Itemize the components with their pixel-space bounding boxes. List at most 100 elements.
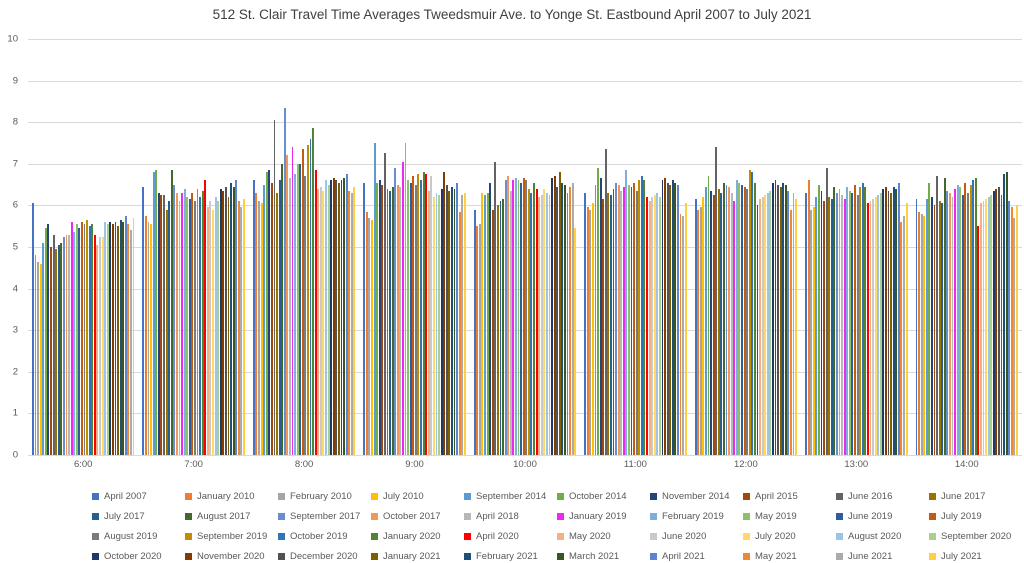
bar[interactable] [168,201,171,455]
bar[interactable] [748,170,751,455]
legend-item[interactable]: June 2020 [650,526,743,546]
bar[interactable] [941,203,944,455]
bar[interactable] [617,184,620,455]
bar[interactable] [928,182,931,455]
bar[interactable] [114,222,117,455]
bar[interactable] [533,182,535,455]
bar[interactable] [664,178,666,455]
legend-item[interactable]: January 2010 [185,486,278,506]
legend-item[interactable]: September 2020 [929,526,1022,546]
bar[interactable] [325,180,327,455]
bar[interactable] [276,192,278,455]
bar[interactable] [111,224,114,455]
bar[interactable] [969,184,972,455]
bar[interactable] [122,222,125,455]
bar[interactable] [383,153,386,455]
bar[interactable] [725,184,728,455]
bar[interactable] [242,199,245,455]
legend-item[interactable]: February 2010 [278,486,371,506]
bar[interactable] [843,199,846,455]
bar[interactable] [830,199,833,455]
bar[interactable] [327,184,330,455]
bar[interactable] [704,186,707,455]
bar[interactable] [448,190,451,455]
bar[interactable] [281,163,284,455]
bar[interactable] [684,203,687,455]
legend-item[interactable]: November 2020 [185,546,278,563]
bar[interactable] [34,255,37,455]
bar[interactable] [106,224,109,455]
bar[interactable] [622,186,625,455]
bar[interactable] [812,207,815,455]
bar[interactable] [175,192,178,455]
bar[interactable] [851,192,854,455]
bar[interactable] [96,244,99,455]
bar[interactable] [594,184,597,455]
bar[interactable] [777,184,780,455]
bar[interactable] [345,174,348,455]
bar[interactable] [194,201,196,455]
bar[interactable] [869,201,872,455]
bar[interactable] [504,180,507,455]
bar[interactable] [987,197,990,455]
bar[interactable] [779,186,782,455]
bar[interactable] [938,201,941,455]
bar[interactable] [607,192,610,455]
bar[interactable] [787,190,790,455]
bar[interactable] [450,186,453,455]
bar[interactable] [817,184,820,455]
bar[interactable] [91,224,94,455]
bar[interactable] [278,180,281,455]
bar[interactable] [1016,205,1018,455]
bar[interactable] [1005,172,1008,455]
bar[interactable] [707,176,710,455]
bar[interactable] [283,107,286,455]
bar[interactable] [486,192,489,455]
legend-item[interactable]: June 2017 [929,486,1022,506]
bar[interactable] [407,180,410,455]
legend-item[interactable]: November 2014 [650,486,743,506]
legend-item[interactable]: April 2018 [464,506,557,526]
bar[interactable] [157,192,160,455]
bar[interactable] [751,172,754,455]
bar[interactable] [73,232,76,455]
bar[interactable] [438,195,440,455]
legend-item[interactable]: September 2019 [185,526,278,546]
bar[interactable] [57,244,60,455]
legend-item[interactable]: October 2019 [278,526,371,546]
bar[interactable] [365,211,368,455]
legend-item[interactable]: August 2019 [92,526,185,546]
bar[interactable] [715,147,718,455]
bar[interactable] [628,184,630,455]
bar[interactable] [535,188,538,455]
bar[interactable] [895,188,898,455]
legend-item[interactable]: June 2019 [836,506,929,526]
bar[interactable] [720,192,723,455]
bar[interactable] [101,236,104,455]
bar[interactable] [507,176,510,455]
bar[interactable] [643,180,646,455]
bar[interactable] [414,184,417,455]
bar[interactable] [640,176,643,455]
legend-item[interactable]: December 2020 [278,546,371,563]
bar[interactable] [443,172,446,455]
bar[interactable] [230,182,232,455]
bar[interactable] [985,199,987,455]
legend-item[interactable]: May 2020 [557,526,650,546]
bar[interactable] [892,186,895,455]
bar[interactable] [445,184,448,455]
bar[interactable] [191,192,194,455]
bar[interactable] [548,195,551,455]
bar[interactable] [32,203,34,455]
bar[interactable] [386,188,389,455]
legend-item[interactable]: May 2021 [743,546,836,563]
bar[interactable] [252,180,255,455]
bar[interactable] [854,184,856,455]
bar[interactable] [296,163,299,455]
bar[interactable] [998,186,1000,455]
bar[interactable] [427,190,430,455]
legend-item[interactable]: June 2021 [836,546,929,563]
bar[interactable] [671,180,674,455]
bar[interactable] [766,192,769,455]
bar[interactable] [515,178,517,455]
